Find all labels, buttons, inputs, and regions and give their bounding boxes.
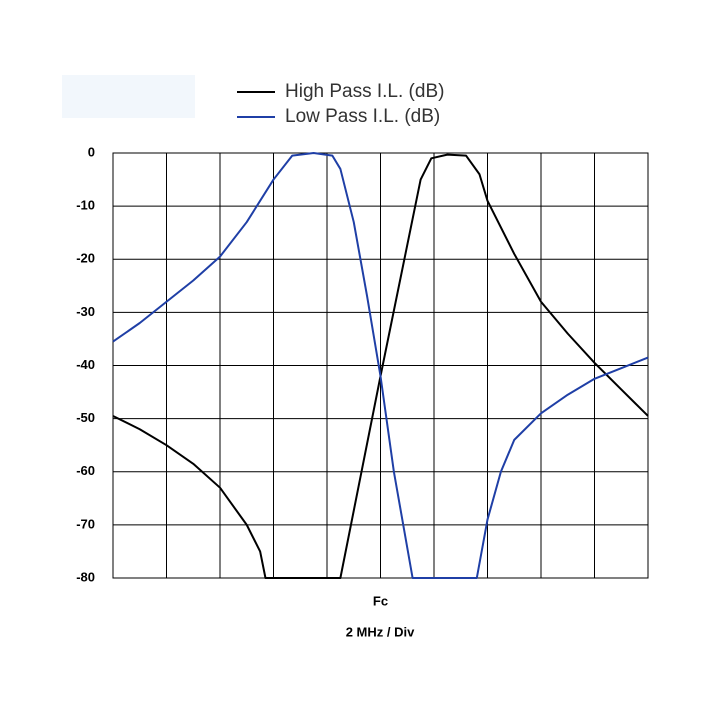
y-tick-label: -70: [76, 516, 95, 531]
plot-border: [112, 152, 649, 579]
y-tick-label: -80: [76, 569, 95, 584]
y-tick-label: -30: [76, 304, 95, 319]
series-line: [112, 153, 649, 579]
legend-label: Low Pass I.L. (dB): [285, 106, 440, 127]
smudge: [62, 75, 195, 118]
y-tick-label: -50: [76, 410, 95, 425]
y-tick-label: -20: [76, 251, 95, 266]
y-tick-label: -60: [76, 463, 95, 478]
y-tick-label: -40: [76, 357, 95, 372]
x-axis-label: 2 MHz / Div: [346, 624, 415, 639]
x-tick-label: Fc: [373, 593, 388, 608]
legend-label: High Pass I.L. (dB): [285, 81, 444, 102]
series-line: [112, 152, 649, 579]
y-tick-label: 0: [88, 144, 95, 159]
y-tick-label: -10: [76, 198, 95, 213]
